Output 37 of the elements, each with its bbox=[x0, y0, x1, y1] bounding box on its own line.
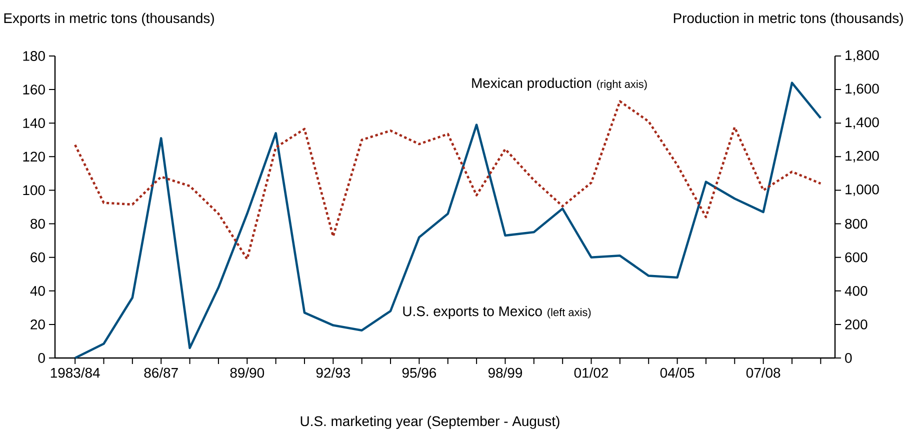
y2-axis-title: Production in metric tons (thousands) bbox=[674, 12, 903, 26]
line-series bbox=[74, 100, 822, 260]
annotation: (right axis) bbox=[597, 80, 647, 90]
y-tick-label: 60 bbox=[30, 252, 45, 262]
text: Mexican production bbox=[472, 78, 592, 91]
x-tick-label: 04/05 bbox=[660, 368, 694, 378]
y-tick-label: 40 bbox=[30, 286, 45, 296]
x-tick-label: 95/96 bbox=[402, 368, 436, 378]
y-tick-label: 140 bbox=[23, 118, 45, 128]
y-tick-label: 0 bbox=[38, 353, 45, 363]
y-tick-label: 20 bbox=[30, 319, 45, 330]
x-tick-label: 98/99 bbox=[488, 368, 522, 378]
y-tick-label: 120 bbox=[23, 152, 45, 162]
y2-tick-label: 0 bbox=[845, 353, 852, 363]
y-axis-title: Exports in metric tons (thousands) bbox=[4, 12, 214, 26]
y2-tick-label: 1,000 bbox=[846, 184, 879, 196]
y2-tick-label: 1,800 bbox=[846, 50, 879, 62]
y2-tick-label: 1,400 bbox=[846, 117, 879, 129]
y-tick-label: 100 bbox=[23, 185, 45, 196]
y2-tick-label: 200 bbox=[845, 319, 868, 330]
x-tick-label: 07/08 bbox=[746, 368, 780, 378]
x-tick-label: 89/90 bbox=[230, 368, 264, 378]
annotation: (left axis) bbox=[548, 308, 591, 318]
x-axis-title: U.S. marketing year (September - August) bbox=[300, 416, 560, 429]
y2-tick-label: 1,200 bbox=[846, 150, 879, 162]
y-tick-label: 160 bbox=[23, 84, 45, 94]
x-tick-label: 86/87 bbox=[144, 368, 178, 378]
y-tick-label: 80 bbox=[30, 218, 45, 229]
y2-tick-label: 400 bbox=[844, 286, 868, 296]
y2-tick-label: 600 bbox=[845, 252, 868, 262]
x-tick-label: 1983/84 bbox=[50, 368, 100, 378]
series-label: U.S. exports to Mexico bbox=[403, 306, 542, 319]
x-tick-label: 01/02 bbox=[574, 368, 608, 378]
x-tick-label: 92/93 bbox=[316, 368, 350, 378]
y-tick-label: 180 bbox=[23, 51, 45, 61]
y2-tick-label: 800 bbox=[845, 218, 868, 229]
y2-tick-label: 1,600 bbox=[846, 84, 879, 96]
